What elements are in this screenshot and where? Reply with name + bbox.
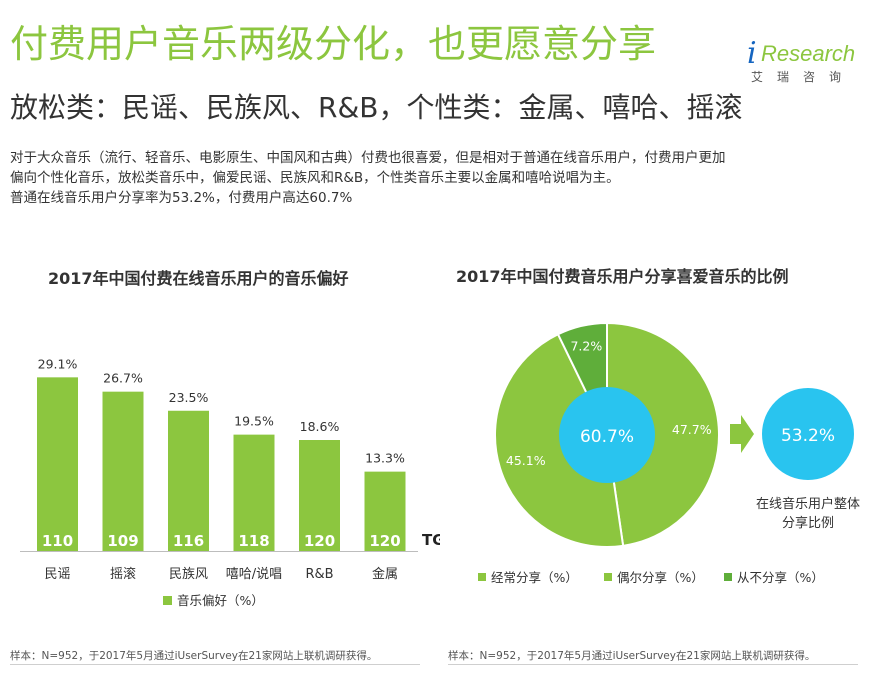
pie-slice — [606, 321, 720, 547]
bar-value-label: 23.5% — [169, 390, 209, 405]
page-subtitle: 放松类：民谣、民族风、R&B，个性类：金属、嘻哈、摇滚 — [10, 91, 743, 124]
x-tick-label: R&B — [305, 567, 333, 582]
bar-value-label: 13.3% — [365, 451, 405, 466]
bar-value-label: 18.6% — [300, 419, 340, 434]
bar-value-label: 26.7% — [103, 371, 143, 386]
description-line: 对于大众音乐（流行、轻音乐、电影原生、中国风和古典）付费也很喜爱，但是相对于普通… — [10, 150, 726, 166]
pie-slice — [494, 332, 625, 548]
bar-chart: 29.1% 110 民谣 26.7% 109 摇滚 23.5% 116 民族风 19.5% 118 嘻… — [20, 356, 440, 608]
tgi-value-label: 116 — [173, 532, 204, 550]
legend-swatch — [604, 573, 612, 581]
comparison-caption: 分享比例 — [782, 515, 834, 531]
tgi-value-label: 109 — [107, 532, 138, 550]
x-tick-label: 摇滚 — [110, 566, 136, 582]
sample-note: 样本：N=952，于2017年5月通过iUserSurvey在21家网站上联机调… — [448, 650, 816, 662]
logo-cn: 艾瑞咨询 — [751, 70, 856, 84]
pie-chart-title: 2017年中国付费音乐用户分享喜爱音乐的比例 — [456, 267, 789, 286]
legend-label: 音乐偏好（%） — [177, 593, 264, 608]
slice-label: 47.7% — [672, 422, 712, 437]
x-tick-label: 民族风 — [169, 566, 208, 582]
x-tick-label: 金属 — [372, 566, 398, 582]
arrow-icon — [730, 415, 754, 453]
bar-chart-title: 2017年中国付费在线音乐用户的音乐偏好 — [48, 269, 349, 288]
bar-value-label: 29.1% — [38, 356, 78, 371]
comparison-circle — [762, 388, 854, 480]
legend-swatch — [724, 573, 732, 581]
bar — [37, 377, 78, 551]
legend-swatch — [478, 573, 486, 581]
bar-value-label: 19.5% — [234, 414, 274, 429]
bar — [233, 434, 275, 551]
bar — [299, 440, 340, 551]
divider — [10, 664, 420, 665]
tgi-value-label: 120 — [304, 532, 335, 550]
tgi-value-label: 120 — [369, 532, 400, 550]
tgi-value-label: 118 — [238, 532, 269, 550]
legend-label: 经常分享（%） — [491, 570, 578, 585]
legend-label: 从不分享（%） — [737, 570, 824, 585]
description-line: 偏向个性化音乐，放松类音乐中，偏爱民谣、民族风和R&B，个性类音乐主要以金属和嘻… — [10, 170, 620, 186]
x-tick-label: 民谣 — [44, 567, 70, 582]
legend-swatch — [163, 596, 172, 605]
logo-i: i — [747, 36, 757, 71]
bar — [364, 471, 406, 551]
slice-label: 45.1% — [506, 453, 546, 468]
donut-center — [559, 387, 655, 483]
divider — [448, 664, 858, 665]
x-tick-label: 嘻哈/说唱 — [226, 567, 282, 582]
slice-label: 7.2% — [570, 338, 602, 353]
donut-center-label: 60.7% — [580, 427, 634, 447]
description-line: 普通在线音乐用户分享率为53.2%，付费用户高达60.7% — [10, 190, 353, 206]
tgi-value-label: 110 — [42, 532, 73, 550]
tgi-axis-label: TGI — [422, 531, 440, 549]
logo-text: Research — [761, 41, 856, 66]
comparison-caption: 在线音乐用户整体 — [756, 496, 860, 512]
pie-chart: 60.7% 47.7% 45.1% 7.2% 53.2% 在线音乐用户整体分享比例经常分享… — [478, 321, 860, 585]
iresearch-logo: i Research 艾瑞咨询 — [745, 36, 865, 86]
legend-label: 偶尔分享（%） — [617, 570, 704, 585]
bar — [102, 391, 144, 551]
description: 对于大众音乐（流行、轻音乐、电影原生、中国风和古典）付费也很喜爱，但是相对于普通… — [10, 148, 860, 208]
sample-note: 样本：N=952，于2017年5月通过iUserSurvey在21家网站上联机调… — [10, 650, 378, 662]
page-title: 付费用户音乐两级分化，也更愿意分享 — [10, 22, 657, 66]
bar — [168, 410, 209, 551]
comparison-value: 53.2% — [781, 426, 835, 446]
